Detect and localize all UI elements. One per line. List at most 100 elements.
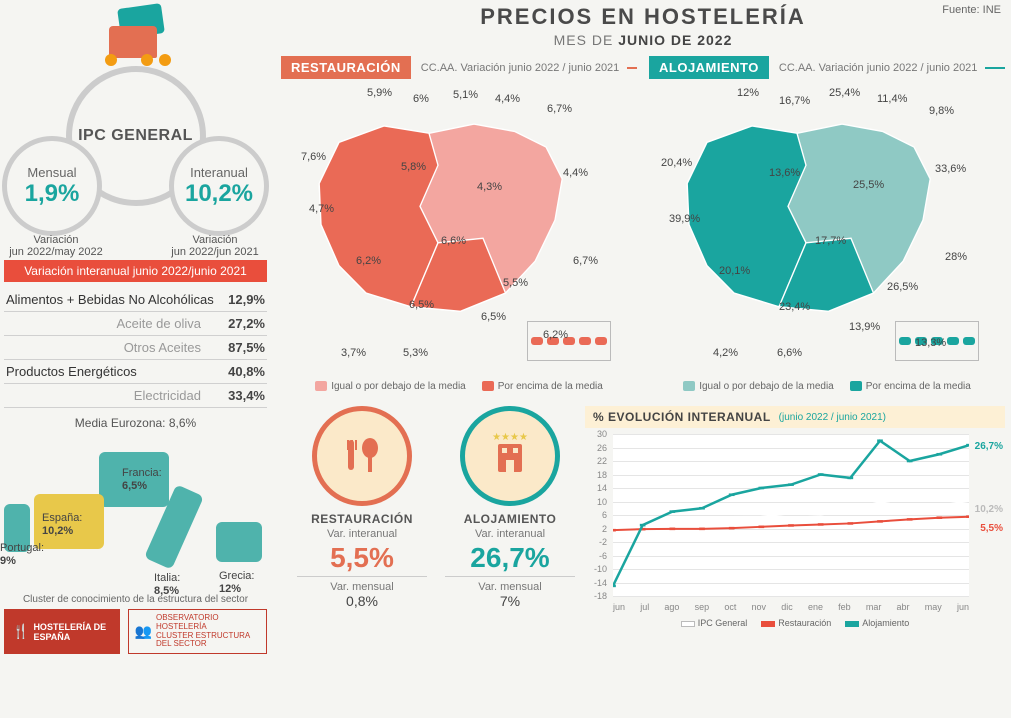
maps-row: RESTAURACIÓN CC.AA. Variación junio 2022… — [281, 56, 1005, 392]
map-value-label: 7,6% — [301, 151, 326, 163]
stat-aloj-sub: Var. interanual — [445, 528, 575, 540]
people-icon: 👥 — [135, 624, 152, 639]
map-value-label: 5,5% — [503, 277, 528, 289]
variacion-row: Alimentos + Bebidas No Alcohólicas12,9% — [4, 288, 267, 312]
map-value-label: 6% — [413, 93, 429, 105]
map-value-label: 6,6% — [441, 235, 466, 247]
map-value-label: 9,8% — [929, 105, 954, 117]
map-value-label: 13,3% — [915, 337, 946, 349]
map-value-label: 12% — [737, 87, 759, 99]
sponsor-logos: 🍴 HOSTELERÍA DE ESPAÑA 👥 OBSERVATORIO HO… — [4, 609, 267, 654]
map-panel-alojamiento: ALOJAMIENTO CC.AA. Variación junio 2022 … — [649, 56, 1005, 392]
panel-head-restauracion: RESTAURACIÓN CC.AA. Variación junio 2022… — [281, 56, 637, 79]
ipc-mensual-label: Mensual — [27, 165, 76, 180]
chart-area: 30262218141062-2-6-10-14-18junjulagosepo… — [585, 428, 1005, 618]
map-value-label: 5,3% — [403, 347, 428, 359]
map-value-label: 6,7% — [573, 255, 598, 267]
map-value-label: 6,2% — [543, 329, 568, 341]
ipc-mensual-ring: Mensual 1,9% — [2, 136, 102, 236]
svg-text:★★★★: ★★★★ — [492, 432, 528, 443]
chart-end-label: 10,2% — [975, 504, 1003, 515]
map-value-label: 25,5% — [853, 179, 884, 191]
map-value-label: 4,3% — [477, 181, 502, 193]
stat-aloj-mlabel: Var. mensual — [445, 581, 575, 593]
map-value-label: 28% — [945, 251, 967, 263]
ipc-interanual-caption: Variación jun 2022/jun 2021 — [155, 234, 275, 258]
stat-rest-sub: Var. interanual — [297, 528, 427, 540]
chart-legend: IPC GeneralRestauraciónAlojamiento — [585, 618, 1005, 628]
variacion-row: Aceite de oliva27,2% — [4, 312, 267, 336]
chart-end-label: 5,5% — [980, 523, 1003, 534]
evolution-period: (junio 2022 / junio 2021) — [779, 412, 886, 423]
subtitle-restauracion: CC.AA. Variación junio 2022 / junio 2021 — [421, 62, 620, 74]
spain-map-restauracion: 5,9%6%5,1%4,4%6,7%7,6%5,8%4,3%4,4%4,7%6,… — [281, 85, 637, 385]
map-value-label: 6,7% — [547, 103, 572, 115]
canary-islands-box — [527, 321, 611, 361]
euro-country-label: Italia:8,5% — [154, 572, 180, 598]
ipc-interanual-ring: Interanual 10,2% — [169, 136, 269, 236]
fork-icon: 🍴 — [12, 623, 29, 640]
evolution-header: % EVOLUCIÓN INTERANUAL (junio 2022 / jun… — [585, 406, 1005, 428]
right-column: Fuente: INE PRECIOS EN HOSTELERÍA MES DE… — [275, 0, 1011, 718]
map-value-label: 33,6% — [935, 163, 966, 175]
map-value-label: 16,7% — [779, 95, 810, 107]
eurozone-title: Media Eurozona: 8,6% — [4, 416, 267, 430]
map-value-label: 6,6% — [777, 347, 802, 359]
stat-restauracion: RESTAURACIÓN Var. interanual 5,5% Var. m… — [297, 406, 427, 628]
subtitle-alojamiento: CC.AA. Variación junio 2022 / junio 2021 — [779, 62, 978, 74]
stat-aloj-title: ALOJAMIENTO — [445, 512, 575, 526]
euro-country-label: Portugal:9% — [0, 542, 44, 568]
map-value-label: 17,7% — [815, 235, 846, 247]
evolution-chart: % EVOLUCIÓN INTERANUAL (junio 2022 / jun… — [585, 406, 1005, 628]
ipc-shopping-icon — [101, 6, 171, 66]
ipc-title: IPC GENERAL — [78, 127, 193, 145]
summary-stats: RESTAURACIÓN Var. interanual 5,5% Var. m… — [281, 406, 575, 628]
main-title: PRECIOS EN HOSTELERÍA — [281, 4, 1005, 30]
variacion-table: Alimentos + Bebidas No Alcohólicas12,9%A… — [4, 288, 267, 408]
variacion-row: Electricidad33,4% — [4, 384, 267, 408]
ipc-interanual-value: 10,2% — [185, 180, 253, 208]
stat-rest-mlabel: Var. mensual — [297, 581, 427, 593]
stat-alojamiento: ★★★★ ALOJAMIENTO Var. interanual 26,7% V… — [445, 406, 575, 628]
main-subtitle: MES DE JUNIO DE 2022 — [281, 32, 1005, 48]
map-value-label: 4,7% — [309, 203, 334, 215]
left-column: IPC GENERAL Mensual 1,9% Interanual 10,2… — [0, 0, 275, 718]
chart-legend-item: IPC General — [681, 618, 748, 628]
variacion-row: Otros Aceites87,5% — [4, 336, 267, 360]
map-value-label: 13,9% — [849, 321, 880, 333]
map-value-label: 39,9% — [669, 213, 700, 225]
chart-end-label: 26,7% — [975, 441, 1003, 452]
ipc-mensual-caption: Variación jun 2022/may 2022 — [0, 234, 116, 258]
map-value-label: 5,8% — [401, 161, 426, 173]
euro-country-label: Francia:6,5% — [122, 467, 162, 493]
map-value-label: 4,2% — [713, 347, 738, 359]
euro-country-label: Grecia:12% — [219, 570, 254, 596]
map-value-label: 5,9% — [367, 87, 392, 99]
map-value-label: 13,6% — [769, 167, 800, 179]
tag-alojamiento: ALOJAMIENTO — [649, 56, 769, 79]
spain-map-alojamiento: 12%16,7%25,4%11,4%9,8%20,4%13,6%25,5%33,… — [649, 85, 1005, 385]
tag-restauracion: RESTAURACIÓN — [281, 56, 411, 79]
bottom-row: RESTAURACIÓN Var. interanual 5,5% Var. m… — [281, 406, 1005, 628]
ipc-general-block: IPC GENERAL Mensual 1,9% Interanual 10,2… — [4, 6, 267, 246]
logo-hosteleria-espana: 🍴 HOSTELERÍA DE ESPAÑA — [4, 609, 120, 654]
stat-aloj-big: 26,7% — [445, 542, 575, 577]
stat-rest-mval: 0,8% — [297, 593, 427, 609]
variacion-header: Variación interanual junio 2022/junio 20… — [4, 260, 267, 282]
chart-legend-item: Alojamiento — [845, 618, 909, 628]
stat-icon-restauracion — [312, 406, 412, 506]
map-value-label: 25,4% — [829, 87, 860, 99]
source-label: Fuente: INE — [942, 4, 1001, 16]
map-value-label: 6,5% — [409, 299, 434, 311]
logo-cluster: 👥 OBSERVATORIO HOSTELERÍA CLUSTER ESTRUC… — [128, 609, 267, 654]
map-value-label: 4,4% — [563, 167, 588, 179]
stat-rest-big: 5,5% — [297, 542, 427, 577]
map-value-label: 20,1% — [719, 265, 750, 277]
map-value-label: 6,2% — [356, 255, 381, 267]
map-value-label: 4,4% — [495, 93, 520, 105]
page-root: IPC GENERAL Mensual 1,9% Interanual 10,2… — [0, 0, 1011, 718]
stat-rest-title: RESTAURACIÓN — [297, 512, 427, 526]
map-value-label: 23,4% — [779, 301, 810, 313]
map-panel-restauracion: RESTAURACIÓN CC.AA. Variación junio 2022… — [281, 56, 637, 392]
map-value-label: 6,5% — [481, 311, 506, 323]
